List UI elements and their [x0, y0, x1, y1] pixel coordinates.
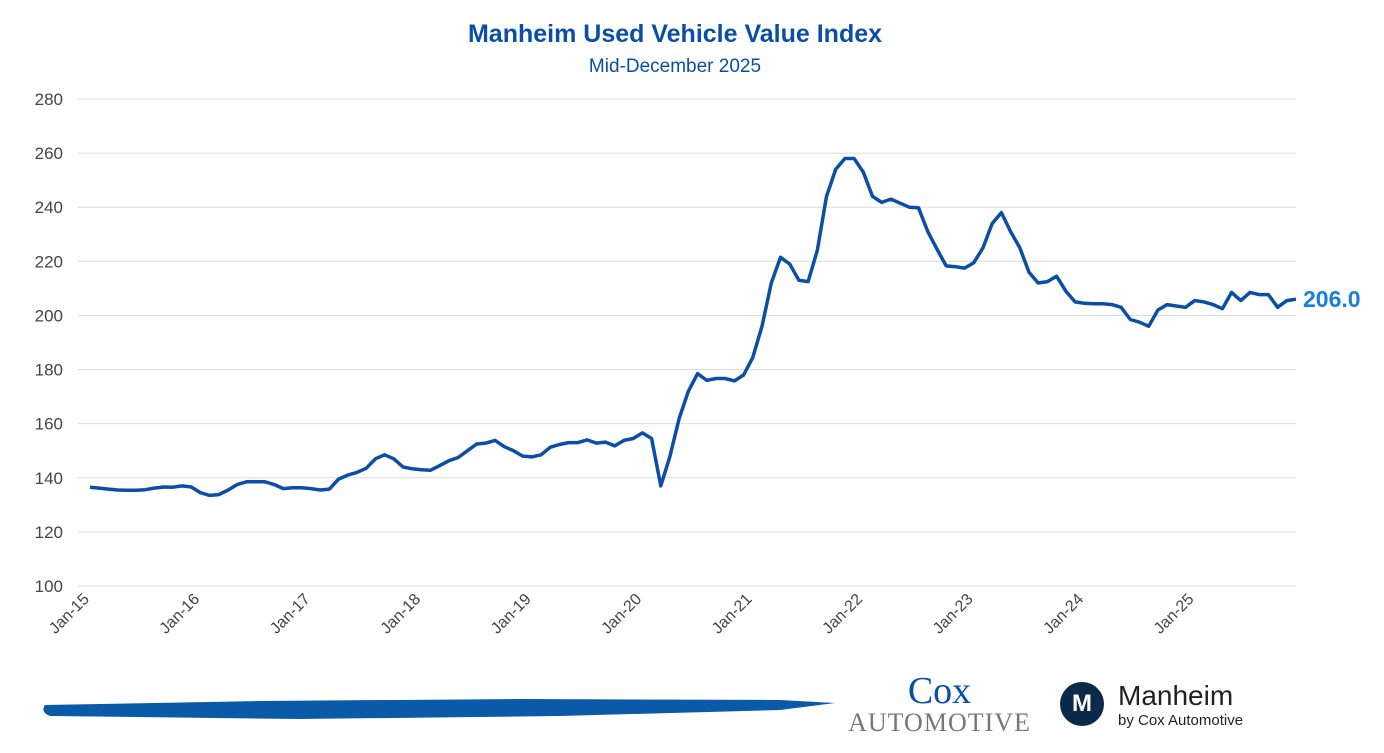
x-tick-label: Jan-16 [157, 591, 204, 638]
cox-logo-text: Cox [907, 670, 972, 712]
y-tick-label: 220 [35, 252, 63, 271]
index-line [89, 156, 1297, 498]
x-tick-label: Jan-19 [488, 591, 535, 638]
x-tick-label: Jan-21 [709, 591, 756, 638]
brush-stroke-decoration [43, 699, 836, 719]
x-tick-label: Jan-23 [930, 591, 977, 638]
y-tick-label: 240 [35, 198, 63, 217]
cox-automotive-logo: Cox AUTOMOTIVE [842, 672, 1037, 736]
end-value-label: 206.0 [1303, 286, 1361, 312]
manheim-tagline: by Cox Automotive [1118, 712, 1244, 729]
x-tick-label: Jan-15 [46, 591, 93, 638]
y-tick-label: 200 [35, 306, 63, 325]
y-tick-label: 280 [35, 90, 63, 109]
y-tick-label: 140 [35, 469, 63, 488]
y-tick-label: 120 [35, 523, 63, 542]
automotive-logo-text: AUTOMOTIVE [848, 708, 1031, 737]
manheim-m-icon: M [1060, 682, 1104, 726]
x-tick-label: Jan-24 [1040, 591, 1087, 638]
y-tick-label: 160 [35, 415, 63, 434]
chart-title: Manheim Used Vehicle Value Index [467, 20, 883, 48]
chart-subtitle: Mid-December 2025 [588, 56, 762, 77]
x-tick-label: Jan-25 [1151, 591, 1198, 638]
manheim-name: Manheim [1118, 680, 1234, 711]
x-tick-label: Jan-22 [820, 591, 867, 638]
y-tick-label: 100 [35, 577, 63, 596]
x-tick-label: Jan-17 [267, 591, 314, 638]
y-tick-label: 180 [35, 361, 63, 380]
x-tick-label: Jan-20 [599, 591, 646, 638]
x-tick-label: Jan-18 [378, 591, 425, 638]
y-tick-label: 260 [35, 144, 63, 163]
